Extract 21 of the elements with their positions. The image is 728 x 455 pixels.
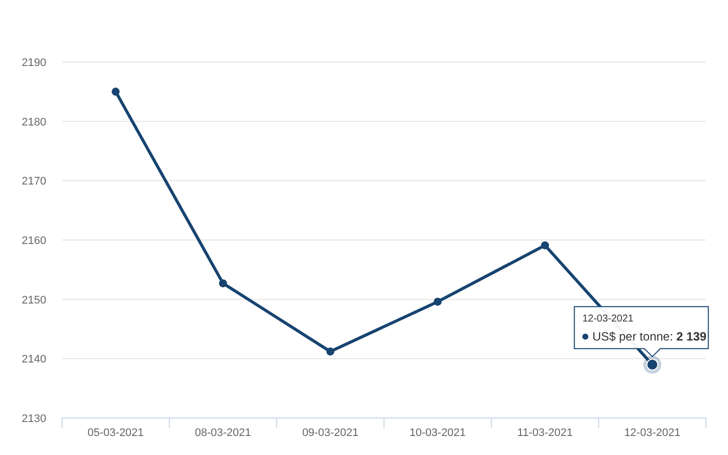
annotation: US$ per tonne: [592,330,674,344]
y-tick-label: 2190 [22,57,46,69]
point [112,88,120,96]
y-tick-label: 2130 [22,413,46,425]
y-tick-label: 2140 [22,354,46,366]
x-tick-label: 11-03-2021 [517,427,573,439]
y-tick-label: 2150 [22,294,46,306]
point [326,348,334,356]
annotation: 12-03-2021 [582,314,634,325]
y-tick-label: 2160 [22,235,46,247]
x-tick-label: 05-03-2021 [88,427,144,439]
y-tick-label: 2170 [22,176,46,188]
point [219,279,227,288]
x-tick-label: 09-03-2021 [302,427,358,439]
y-tick-label: 2180 [22,116,46,128]
point [434,298,442,306]
x-tick-label: 08-03-2021 [194,427,252,439]
annotation: 2 139 [676,330,707,344]
point [541,241,549,250]
x-tick-label: 12-03-2021 [624,427,680,439]
x-tick-label: 10-03-2021 [410,427,466,439]
